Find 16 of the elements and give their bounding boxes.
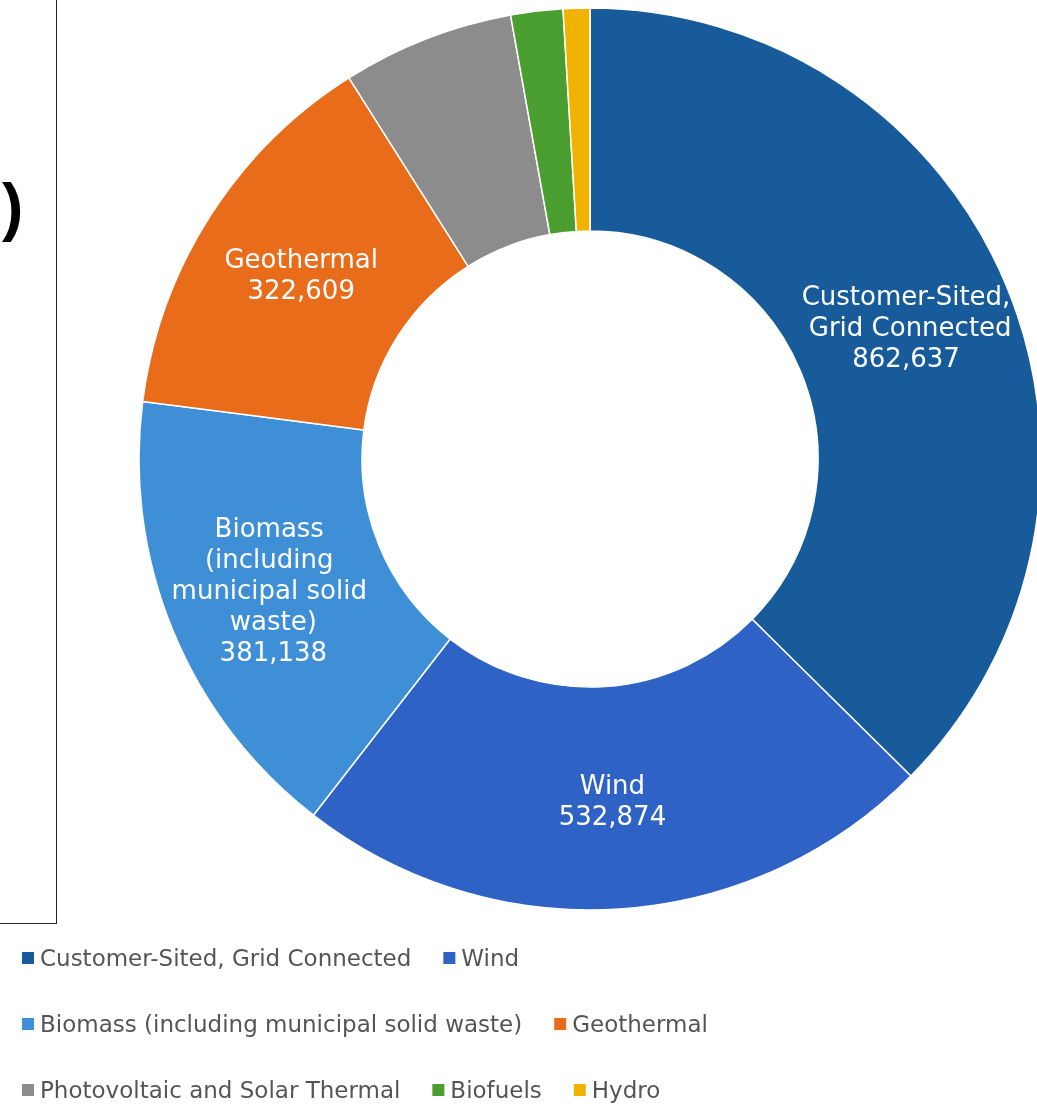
- legend-label: Biofuels: [450, 1077, 542, 1103]
- slice-label: Geothermal: [224, 244, 378, 275]
- legend-label: Customer-Sited, Grid Connected: [40, 945, 412, 971]
- legend-label: Geothermal: [572, 1011, 708, 1037]
- slice-label: Wind: [579, 770, 646, 801]
- data-label: 322,609: [247, 275, 355, 306]
- data-label: 532,874: [558, 801, 667, 832]
- text: ): [2, 171, 24, 243]
- legend-label: Photovoltaic and Solar Thermal: [40, 1077, 401, 1103]
- slice-label: Customer-Sited, Grid Connected: [800, 280, 1012, 342]
- data-label: 862,637: [852, 342, 960, 373]
- legend-label: Hydro: [591, 1077, 661, 1103]
- legend-label: Biomass (including municipal solid waste): [40, 1011, 523, 1037]
- legend-label: Wind: [461, 945, 520, 971]
- data-label: 381,138: [219, 636, 328, 667]
- slice-label: Biomass (including municipal solid waste): [171, 512, 376, 636]
